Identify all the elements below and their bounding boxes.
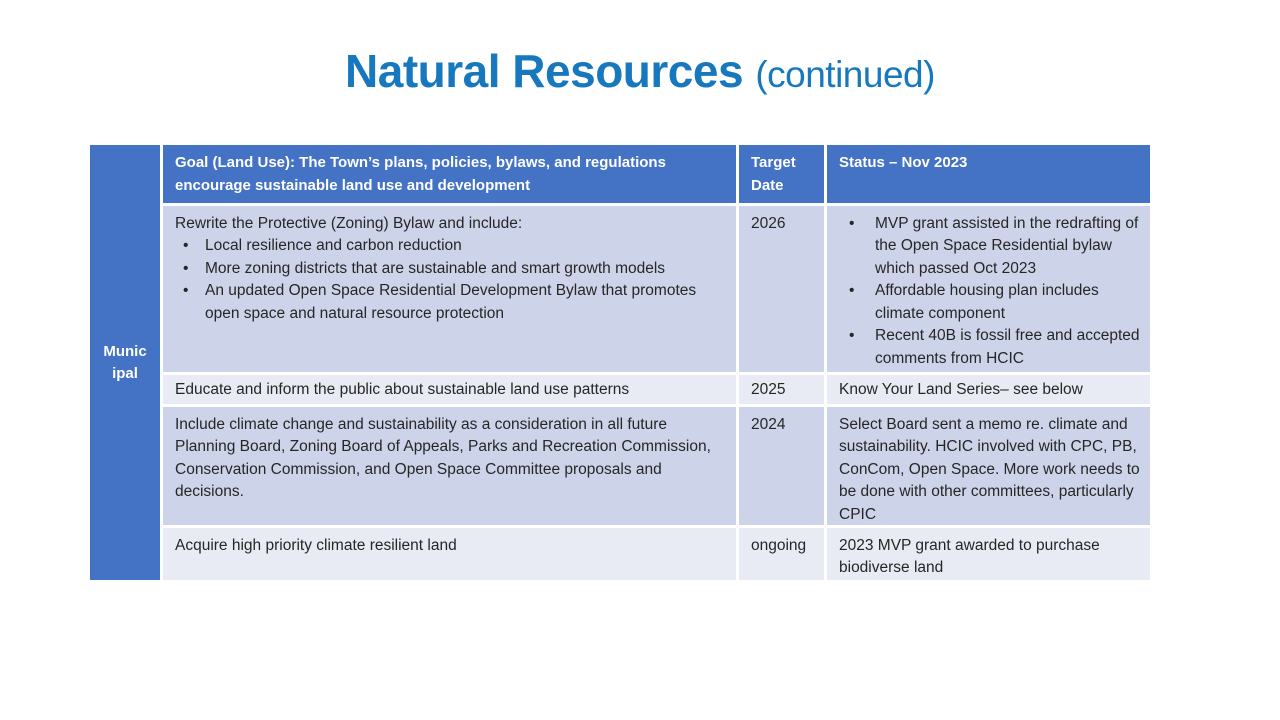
bullet-icon: •: [183, 282, 189, 300]
status-cell: 2023 MVP grant awarded to purchase biodi…: [827, 528, 1150, 580]
status-bullet: • Affordable housing plan includes clima…: [839, 280, 1140, 325]
table-body: Goal (Land Use): The Town’s plans, polic…: [163, 145, 1150, 580]
page-title: Natural Resources (continued): [0, 44, 1280, 98]
bullet-icon: •: [183, 259, 189, 277]
bullet-icon: •: [849, 327, 855, 345]
bullet-icon: •: [849, 282, 855, 300]
status-table: Munic ipal Goal (Land Use): The Town’s p…: [90, 145, 1150, 580]
page-title-main: Natural Resources: [345, 45, 744, 97]
goal-cell: Include climate change and sustainabilit…: [163, 407, 736, 525]
status-bullet: • MVP grant assisted in the redrafting o…: [839, 213, 1140, 280]
column-header-status: Status – Nov 2023: [827, 145, 1150, 203]
row-group-label-municipal: Munic ipal: [90, 145, 160, 580]
bullet-icon: •: [849, 215, 855, 232]
goal-cell: Rewrite the Protective (Zoning) Bylaw an…: [163, 206, 736, 372]
goal-bullet: • Local resilience and carbon reduction: [175, 235, 726, 257]
page-title-suffix: (continued): [755, 54, 935, 95]
table-row: Include climate change and sustainabilit…: [163, 407, 1150, 525]
bullet-icon: •: [183, 237, 189, 255]
target-date-cell: 2024: [739, 407, 824, 525]
status-cell: Select Board sent a memo re. climate and…: [827, 407, 1150, 525]
status-bullet: • Recent 40B is fossil free and accepted…: [839, 325, 1140, 370]
table-row: Educate and inform the public about sust…: [163, 375, 1150, 404]
target-date-cell: 2025: [739, 375, 824, 404]
row-group-label-line: ipal: [112, 364, 138, 382]
table-row: Acquire high priority climate resilient …: [163, 528, 1150, 580]
goal-bullet: • More zoning districts that are sustain…: [175, 258, 726, 280]
goal-bullet: • An updated Open Space Residential Deve…: [175, 280, 726, 325]
goal-cell: Acquire high priority climate resilient …: [163, 528, 736, 580]
goal-cell: Educate and inform the public about sust…: [163, 375, 736, 404]
column-header-goal: Goal (Land Use): The Town’s plans, polic…: [163, 145, 736, 203]
row-group-label-line: Munic: [103, 342, 147, 360]
target-date-cell: 2026: [739, 206, 824, 372]
status-cell: • MVP grant assisted in the redrafting o…: [827, 206, 1150, 372]
goal-intro: Rewrite the Protective (Zoning) Bylaw an…: [175, 215, 523, 232]
column-header-target-date: Target Date: [739, 145, 824, 203]
table-header-row: Goal (Land Use): The Town’s plans, polic…: [163, 145, 1150, 203]
table-row: Rewrite the Protective (Zoning) Bylaw an…: [163, 206, 1150, 372]
status-cell: Know Your Land Series– see below: [827, 375, 1150, 404]
target-date-cell: ongoing: [739, 528, 824, 580]
